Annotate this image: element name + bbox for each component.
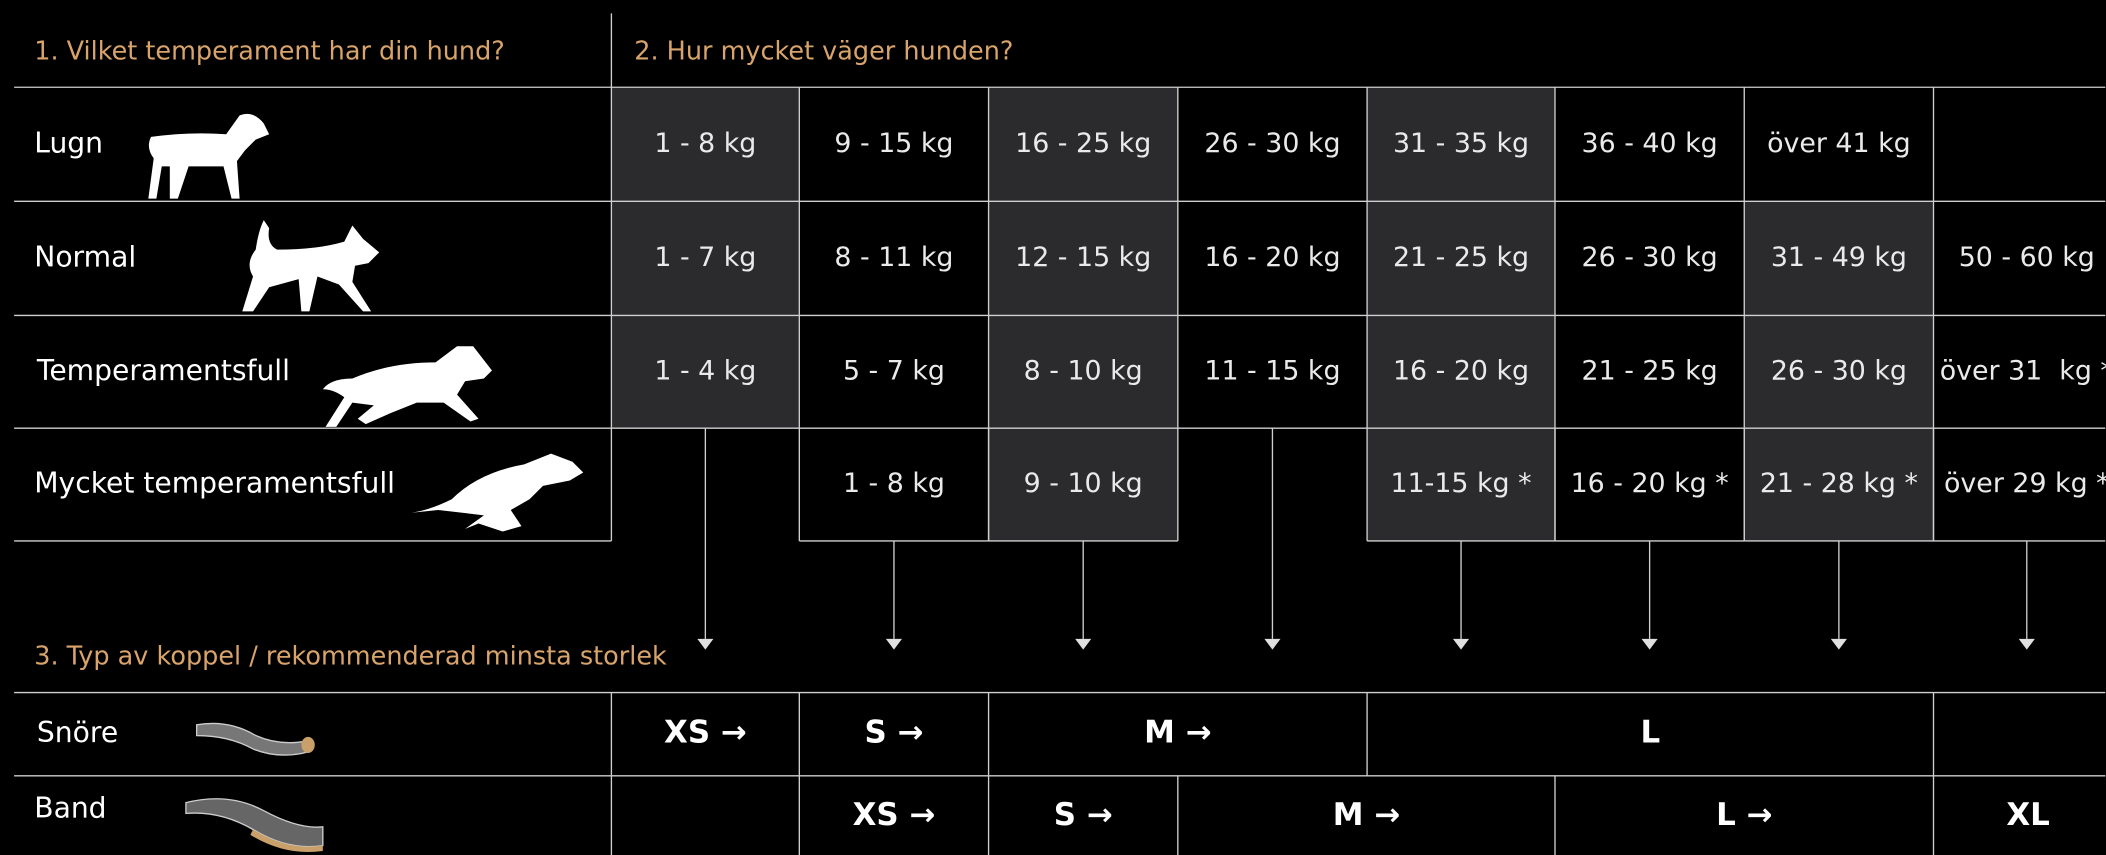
cell-bg	[611, 315, 800, 429]
cell-bg	[1367, 201, 1555, 316]
weight-cell: 16 - 20 kg	[1204, 242, 1340, 273]
row-label: Lugn	[34, 126, 103, 159]
size-cell: XS →	[664, 715, 747, 751]
weight-cell: 16 - 25 kg	[1015, 128, 1151, 159]
cell-bg	[1367, 315, 1555, 429]
leash-label: Snöre	[37, 716, 118, 749]
arrow-head	[885, 638, 902, 650]
weight-cell: 26 - 30 kg	[1771, 355, 1907, 386]
weight-cell: 11 - 15 kg	[1204, 355, 1340, 386]
weight-cell: 9 - 10 kg	[1024, 468, 1143, 499]
leash-icons	[185, 722, 324, 853]
cell-bg	[988, 315, 1178, 429]
shading	[611, 87, 1934, 541]
size-cell: S →	[865, 715, 924, 751]
weight-cell: 36 - 40 kg	[1582, 128, 1718, 159]
weight-cell: 31 - 49 kg	[1771, 242, 1907, 273]
arrow-head	[1075, 638, 1092, 650]
weight-cell: 12 - 15 kg	[1015, 242, 1151, 273]
content: Lugn 1 - 8 kg 9 - 15 kg 16 - 25 kg 26 - 30 k…	[34, 126, 2106, 833]
arrow-head	[2018, 638, 2035, 650]
weight-cell: 1 - 8 kg	[843, 468, 945, 499]
weight-cell: 21 - 28 kg *	[1760, 468, 1918, 499]
size-cell: M →	[1333, 797, 1400, 833]
arrow-head	[1452, 638, 1470, 650]
weight-cell: 50 - 60 kg	[1959, 242, 2095, 273]
weight-cell: 21 - 25 kg	[1582, 355, 1718, 386]
row-label: Normal	[34, 240, 136, 273]
weight-cell: 16 - 20 kg *	[1571, 468, 1729, 499]
weight-cell: 31 - 35 kg	[1393, 128, 1529, 159]
arrow-head	[1641, 638, 1658, 650]
weight-cell: 1 - 4 kg	[654, 355, 756, 386]
cell-bg	[1744, 428, 1934, 541]
weight-cell: 1 - 8 kg	[654, 128, 756, 159]
weight-cell: 9 - 15 kg	[834, 128, 953, 159]
size-cell: L →	[1716, 797, 1772, 833]
arrow-head	[697, 638, 714, 650]
size-cell: M →	[1144, 715, 1211, 751]
weight-cell: 26 - 30 kg	[1204, 128, 1340, 159]
weight-cell: 5 - 7 kg	[843, 355, 945, 386]
weight-cell: 8 - 11 kg	[834, 242, 953, 273]
section-title: 1. Vilket temperament har din hund?	[34, 36, 505, 66]
section-title: 2. Hur mycket väger hunden?	[634, 36, 1013, 66]
weight-cell: 1 - 7 kg	[654, 242, 756, 273]
cell-bg	[988, 201, 1178, 316]
row-label: Temperamentsfull	[36, 354, 290, 387]
section-title: 3. Typ av koppel / rekommenderad minsta …	[34, 642, 667, 672]
cell-bg	[1744, 315, 1934, 429]
cell-bg	[988, 87, 1178, 202]
weight-cell: över 29 kg *	[1944, 468, 2106, 499]
size-cell: XL	[2006, 797, 2049, 833]
dog-icons	[148, 113, 584, 532]
weight-cell: 11-15 kg *	[1391, 468, 1532, 499]
weight-cell: 21 - 25 kg	[1393, 242, 1529, 273]
weight-cell: över 31 kg *	[1940, 355, 2106, 386]
row-label: Mycket temperamentsfull	[34, 467, 395, 500]
cell-bg	[1744, 201, 1934, 316]
cell-bg	[1367, 428, 1555, 541]
weight-cell: 8 - 10 kg	[1024, 355, 1143, 386]
cell-bg	[988, 428, 1178, 541]
arrow-head	[1830, 638, 1847, 650]
size-cell: S →	[1054, 797, 1113, 833]
size-cell: L	[1640, 715, 1660, 751]
weight-cell: 26 - 30 kg	[1582, 242, 1718, 273]
weight-cell: 16 - 20 kg	[1393, 355, 1529, 386]
size-cell: XS →	[853, 797, 936, 833]
leash-label: Band	[34, 791, 106, 824]
grid-lines	[14, 13, 2106, 855]
arrow-head	[1264, 638, 1281, 650]
cell-bg	[1367, 87, 1555, 202]
cell-bg	[611, 201, 800, 316]
cell-bg	[611, 87, 800, 202]
weight-cell: över 41 kg	[1767, 128, 1911, 159]
